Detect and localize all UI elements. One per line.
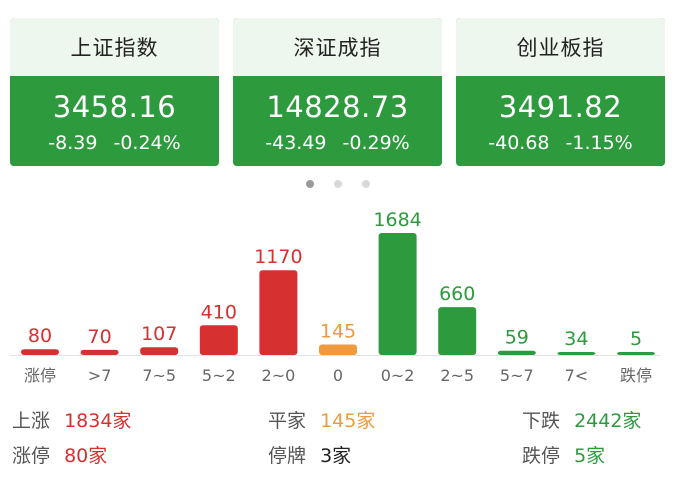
summary-suspended-value: 3家 <box>320 445 352 467</box>
summary-flat-label: 平家 <box>268 410 307 432</box>
summary-flat-value: 145家 <box>320 410 376 432</box>
summary-limit-up-value: 80家 <box>64 445 108 467</box>
carousel-indicator <box>306 180 370 188</box>
bar-value-label: 145 <box>320 320 356 342</box>
summary-down-label: 下跌 <box>522 410 561 432</box>
summary-down-value: 2442家 <box>574 410 642 432</box>
index-change: -8.39 <box>48 132 98 154</box>
bar[interactable] <box>617 352 655 355</box>
summary-down: 下跌 2442家 <box>522 406 641 433</box>
price-change-distribution-chart: 80 涨停 70 >7 107 7~5 410 5~2 1170 2~0 145 0 1684 0~2 66… <box>10 209 660 385</box>
x-tick-label: 2~0 <box>262 366 296 385</box>
bar[interactable] <box>378 233 417 355</box>
index-value: 3491.82 <box>498 90 623 124</box>
x-tick-label: >7 <box>88 366 112 385</box>
index-change-percent: -0.29% <box>342 132 410 154</box>
bar-value-label: 80 <box>28 325 52 347</box>
bar[interactable] <box>21 349 59 355</box>
x-tick-label: 0 <box>333 366 343 385</box>
bar-value-label: 1684 <box>373 209 421 231</box>
carousel-dot[interactable] <box>306 180 314 188</box>
index-value: 3458.16 <box>52 90 177 124</box>
x-tick-label: 涨停 <box>24 366 56 385</box>
carousel-dot[interactable] <box>362 180 370 188</box>
summary-up-label: 上涨 <box>12 410 51 432</box>
bar-value-label: 1170 <box>254 246 302 268</box>
bar-value-label: 70 <box>88 326 112 348</box>
summary-suspended-label: 停牌 <box>268 445 307 467</box>
summary-limit-up-label: 涨停 <box>12 445 51 467</box>
summary-limit-up: 涨停 80家 <box>12 441 107 468</box>
bar[interactable] <box>319 344 357 355</box>
index-card-chinext[interactable]: 创业板指 3491.82 -40.68 -1.15% <box>456 18 665 166</box>
bar[interactable] <box>259 270 298 355</box>
index-change-percent: -0.24% <box>113 132 181 154</box>
x-tick-label: 跌停 <box>620 366 652 385</box>
bar[interactable] <box>557 352 596 355</box>
index-change-percent: -1.15% <box>565 132 633 154</box>
summary-limit-down: 跌停 5家 <box>522 441 605 468</box>
bar[interactable] <box>199 325 238 355</box>
bar-value-label: 59 <box>505 327 529 349</box>
bar-value-label: 5 <box>630 328 642 350</box>
index-card-shanghai[interactable]: 上证指数 3458.16 -8.39 -0.24% <box>10 18 219 166</box>
bar-value-label: 107 <box>141 323 177 345</box>
bar[interactable] <box>497 350 536 355</box>
index-value: 14828.73 <box>266 90 409 124</box>
summary-limit-down-value: 5家 <box>574 445 606 467</box>
x-tick-label: 5~7 <box>500 366 534 385</box>
bar[interactable] <box>80 349 119 355</box>
x-tick-label: 0~2 <box>381 366 415 385</box>
x-tick-label: 7< <box>565 366 589 385</box>
bar[interactable] <box>438 307 477 355</box>
x-tick-label: 2~5 <box>440 366 474 385</box>
bar-value-label: 34 <box>564 328 588 350</box>
index-name: 创业板指 <box>456 18 665 76</box>
index-card-shenzhen[interactable]: 深证成指 14828.73 -43.49 -0.29% <box>233 18 442 166</box>
x-tick-label: 7~5 <box>142 366 176 385</box>
x-tick-label: 5~2 <box>202 366 236 385</box>
summary-suspended: 停牌 3家 <box>268 441 351 468</box>
summary-flat: 平家 145家 <box>268 406 375 433</box>
bar-value-label: 660 <box>439 283 475 305</box>
index-change: -40.68 <box>488 132 550 154</box>
summary-limit-down-label: 跌停 <box>522 445 561 467</box>
carousel-dot[interactable] <box>334 180 342 188</box>
bar-value-label: 410 <box>201 301 237 323</box>
index-change: -43.49 <box>265 132 327 154</box>
index-name: 上证指数 <box>10 18 219 76</box>
summary-up-value: 1834家 <box>64 410 132 432</box>
bar[interactable] <box>140 347 179 355</box>
index-name: 深证成指 <box>233 18 442 76</box>
summary-up: 上涨 1834家 <box>12 406 131 433</box>
